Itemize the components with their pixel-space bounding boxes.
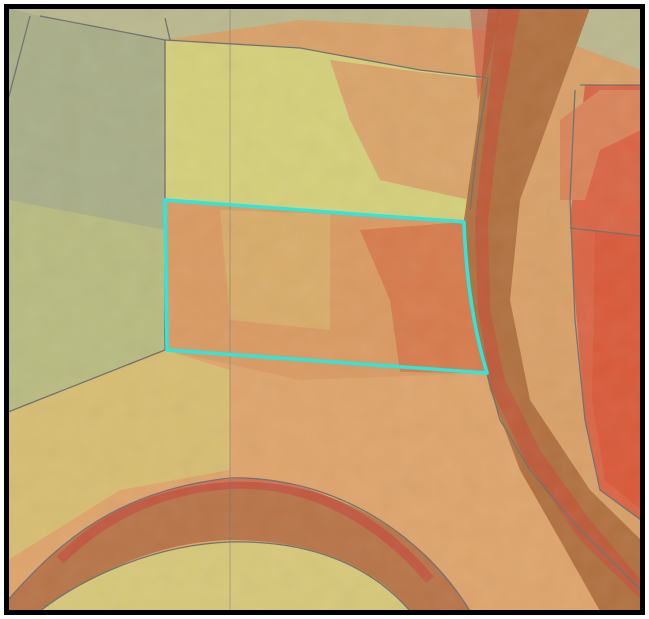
selected-parcel-outline[interactable] <box>163 198 489 375</box>
map-layer <box>8 8 641 611</box>
map-frame-border <box>4 4 645 615</box>
texture-overlay <box>8 8 641 611</box>
